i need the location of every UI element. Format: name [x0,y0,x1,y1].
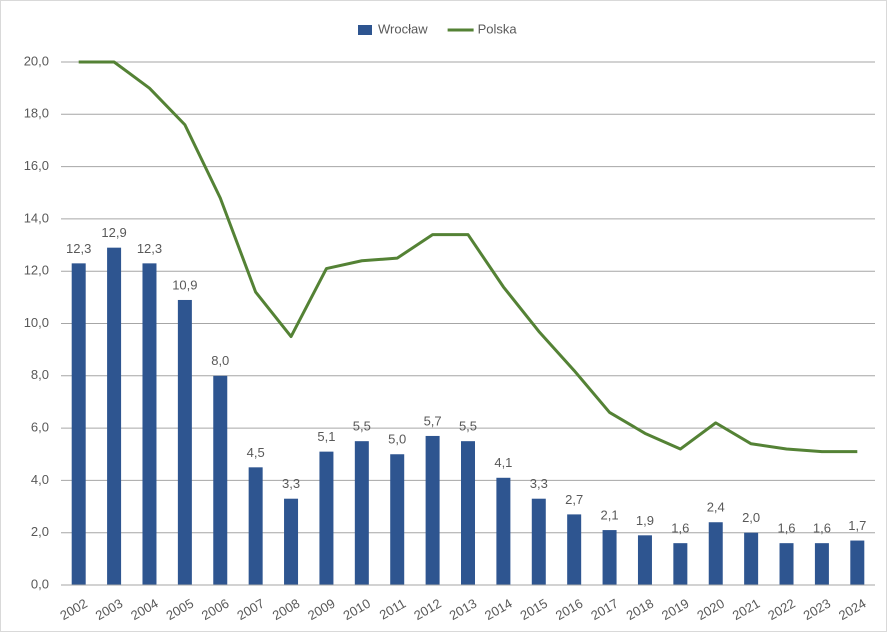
bar [461,441,475,585]
data-label: 12,9 [101,225,126,240]
bar [567,514,582,585]
bar [531,498,546,585]
legend-label: Polska [478,21,518,36]
bar [602,530,617,585]
bar [248,467,263,585]
data-label: 3,3 [282,476,300,491]
legend-swatch [358,25,372,35]
y-tick-label: 10,0 [24,315,49,330]
bar [708,522,723,585]
y-tick-label: 20,0 [24,53,49,68]
line [78,60,858,454]
bar [213,375,228,585]
bar [71,263,86,585]
data-label: 8,0 [211,353,229,368]
data-label: 5,5 [459,419,477,434]
data-label: 12,3 [137,241,162,256]
bar [850,540,865,585]
data-label: 5,7 [424,413,442,428]
bar [673,543,688,585]
bar [177,299,192,585]
bar [354,441,369,585]
data-label: 2,4 [707,500,725,515]
data-label: 5,5 [353,419,371,434]
y-tick-label: 18,0 [24,106,49,121]
y-tick-label: 8,0 [31,367,49,382]
y-tick-label: 6,0 [31,420,49,435]
data-label: 5,1 [317,429,335,444]
data-label: 1,6 [813,521,831,536]
data-label: 1,7 [848,518,866,533]
data-label: 12,3 [66,241,91,256]
bar [814,543,829,585]
data-label: 5,0 [388,432,406,447]
data-label: 1,6 [671,521,689,536]
bar [284,498,299,585]
legend-label: Wrocław [378,21,428,36]
y-tick-label: 0,0 [31,576,49,591]
bar [744,532,759,585]
data-label: 1,6 [777,521,795,536]
y-tick-label: 2,0 [31,524,49,539]
bar [107,247,122,586]
y-tick-label: 14,0 [24,210,49,225]
data-label: 2,0 [742,510,760,525]
data-label: 4,1 [494,455,512,470]
data-label: 10,9 [172,277,197,292]
bar [319,451,334,585]
data-label: 1,9 [636,513,654,528]
data-label: 2,1 [601,508,619,523]
bar [637,535,652,585]
bar [142,263,157,585]
y-tick-label: 16,0 [24,158,49,173]
bar [779,543,794,585]
bar [425,435,440,585]
bar [496,477,511,585]
data-label: 2,7 [565,492,583,507]
y-tick-label: 12,0 [24,263,49,278]
bar [390,454,405,585]
data-label: 3,3 [530,476,548,491]
y-tick-label: 4,0 [31,472,49,487]
data-label: 4,5 [247,445,265,460]
